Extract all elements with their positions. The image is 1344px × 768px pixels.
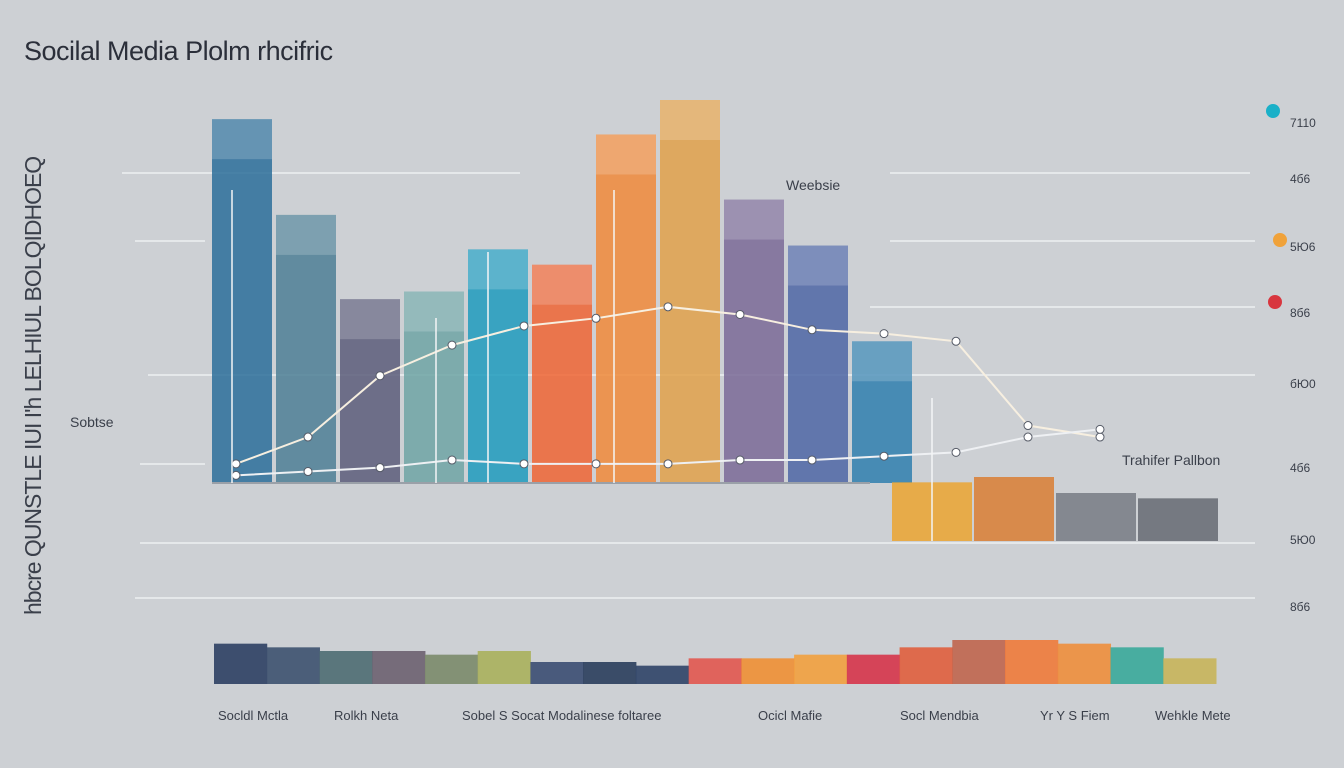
right-tick-label: бЮ0 [1290, 377, 1316, 391]
upper-bar-highlight-2 [340, 299, 400, 340]
right-tick-label: 7110 [1290, 116, 1316, 130]
upper-bar-2 [340, 299, 400, 483]
trend-point-0-12 [1095, 432, 1105, 442]
trend-point-0-4 [519, 321, 529, 331]
trend-point-0-3 [447, 340, 457, 350]
bottom-bar-14 [952, 640, 1006, 684]
trend-point-0-7 [735, 309, 745, 319]
upper-bar-8 [724, 199, 784, 483]
trend-point-1-1 [303, 467, 313, 477]
right-tick-label: 5Ю6 [1290, 240, 1316, 254]
trend-point-1-10 [951, 447, 961, 457]
upper-bar-0 [212, 119, 272, 484]
trend-point-1-4 [519, 459, 529, 469]
upper-bar-highlight-9 [788, 245, 848, 286]
legend-dot-1 [1266, 104, 1280, 118]
trend-point-1-6 [663, 459, 673, 469]
right-tick-label: 4б6 [1290, 172, 1311, 186]
trend-point-1-2 [375, 463, 385, 473]
trend-point-0-6 [663, 302, 673, 312]
trend-point-0-1 [303, 432, 313, 442]
bottom-bar-6 [530, 662, 584, 684]
trend-point-1-8 [807, 455, 817, 465]
upper-bar-4 [468, 249, 528, 483]
upper-bar-highlight-5 [532, 264, 592, 305]
upper-bar-7 [660, 100, 720, 483]
chart-title: Socilal Media Plolm rhcifric [24, 36, 333, 66]
trend-point-1-3 [447, 455, 457, 465]
right-tick-label: 8б6 [1290, 600, 1311, 614]
annotation-website: Weebsie [786, 177, 841, 193]
trend-point-1-9 [879, 451, 889, 461]
trend-point-0-5 [591, 313, 601, 323]
x-tick-label: Sobel S Socat Modalinese foltaree [462, 708, 662, 723]
upper-bar-highlight-10 [852, 341, 912, 382]
trend-point-1-0 [231, 470, 241, 480]
bottom-bar-9 [688, 658, 742, 684]
upper-bar-1 [276, 214, 336, 483]
trend-point-0-10 [951, 336, 961, 346]
legend-dot-3 [1268, 295, 1282, 309]
x-tick-label: Ocicl Mafie [758, 708, 823, 723]
legend-dot-2 [1273, 233, 1287, 247]
bottom-bar-1 [266, 647, 320, 684]
bottom-bar-4 [424, 654, 479, 684]
upper-bar-highlight-1 [276, 214, 336, 255]
x-tick-label: Wehkle Mete [1155, 708, 1231, 723]
trend-point-1-12 [1095, 424, 1105, 434]
secondary-bar-3 [1138, 498, 1218, 541]
upper-bar-3 [404, 291, 464, 483]
right-tick-label: 8б6 [1290, 306, 1311, 320]
bottom-bar-11 [794, 654, 848, 684]
bottom-bar-3 [372, 651, 426, 684]
secondary-bar-2 [1056, 493, 1136, 541]
right-tick-label: 4б6 [1290, 461, 1311, 475]
trend-point-1-7 [735, 455, 745, 465]
bottom-bar-15 [1005, 640, 1059, 684]
upper-bar-highlight-4 [468, 249, 528, 290]
upper-bar-5 [532, 264, 592, 483]
bottom-bar-0 [214, 643, 268, 684]
upper-bar-highlight-0 [212, 119, 272, 160]
upper-bar-highlight-8 [724, 199, 784, 240]
upper-bar-highlight-7 [660, 100, 720, 140]
bottom-bar-2 [319, 651, 373, 684]
bottom-bar-17 [1110, 647, 1164, 684]
upper-bar-highlight-3 [404, 291, 464, 332]
trend-point-0-8 [807, 325, 817, 335]
upper-bar-6 [596, 134, 656, 483]
right-tick-label: 5Ю0 [1290, 533, 1316, 547]
baseline-label: Sobtse [70, 414, 114, 430]
trend-point-1-11 [1023, 432, 1033, 442]
bottom-bar-12 [846, 654, 901, 684]
bottom-bar-8 [635, 665, 690, 684]
x-tick-label: Socl Mendbia [900, 708, 979, 723]
trend-point-0-11 [1023, 421, 1033, 431]
upper-bar-highlight-6 [596, 134, 656, 175]
bottom-bar-5 [477, 651, 531, 684]
trend-point-1-5 [591, 459, 601, 469]
bottom-bar-13 [899, 647, 953, 684]
secondary-bar-1 [974, 477, 1054, 541]
bottom-bar-16 [1057, 643, 1112, 684]
bottom-bar-10 [741, 658, 795, 684]
secondary-label: Trahifer Pallbon [1122, 452, 1221, 468]
trend-point-0-9 [879, 329, 889, 339]
bottom-bar-7 [583, 662, 637, 684]
bottom-bar-18 [1163, 658, 1217, 684]
upper-bar-9 [788, 245, 848, 483]
trend-point-0-0 [231, 459, 241, 469]
trend-point-0-2 [375, 371, 385, 381]
x-tick-label: Socldl Mctla [218, 708, 289, 723]
x-tick-label: Rolkh Neta [334, 708, 399, 723]
x-tick-label: Yr Y S Fiem [1040, 708, 1110, 723]
